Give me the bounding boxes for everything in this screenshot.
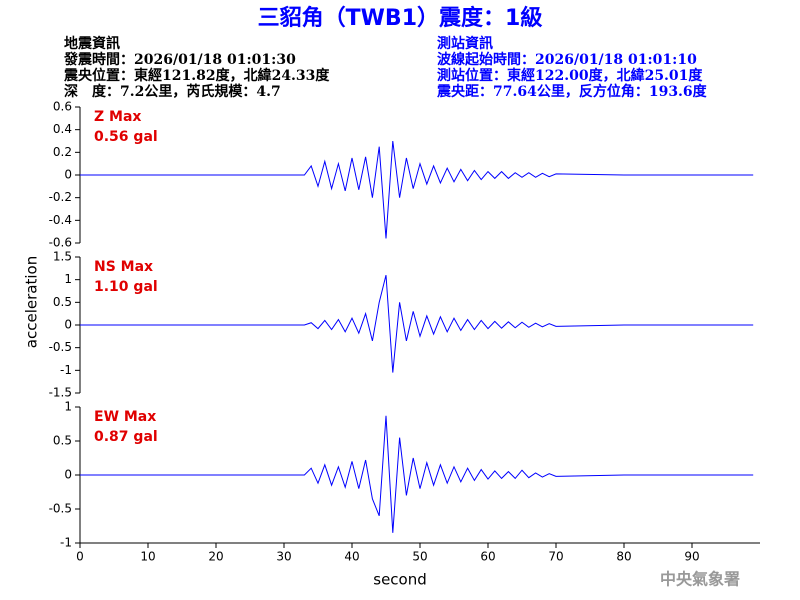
y-tick-label: 1	[64, 272, 72, 286]
y-tick-label: 0.6	[53, 100, 72, 114]
x-tick-label: 40	[344, 550, 359, 564]
station-info: 測站資訊	[437, 35, 493, 52]
y-tick-label: -1	[60, 363, 72, 377]
y-tick-label: -1.5	[49, 386, 72, 400]
y-tick-label: 0	[64, 468, 72, 482]
y-tick-label: 0.2	[53, 145, 72, 159]
station-info: 測站位置：東經122.00度，北緯25.01度	[437, 67, 703, 84]
x-tick-label: 70	[548, 550, 563, 564]
y-tick-label: -0.2	[49, 190, 72, 204]
annotation: 0.56 gal	[94, 129, 158, 145]
y-tick-label: -1	[60, 536, 72, 550]
annotation: Z Max	[94, 109, 141, 125]
x-tick-label: 30	[276, 550, 291, 564]
y-tick-label: -0.4	[49, 213, 72, 227]
event-info: 發震時間：2026/01/18 01:01:30	[63, 51, 296, 68]
waveform	[80, 275, 754, 373]
y-tick-label: 0.4	[53, 122, 72, 136]
event-info: 深 度：7.2公里，芮氏規模：4.7	[64, 83, 281, 100]
station-info: 波線起始時間：2026/01/18 01:01:10	[437, 51, 697, 68]
y-tick-label: 0	[64, 168, 72, 182]
x-tick-label: 0	[76, 550, 84, 564]
annotation: 0.87 gal	[94, 429, 158, 445]
annotation: EW Max	[94, 409, 156, 425]
x-tick-label: 90	[684, 550, 699, 564]
event-info: 震央位置：東經121.82度，北緯24.33度	[63, 67, 330, 84]
annotation: 1.10 gal	[94, 279, 158, 295]
x-tick-label: 50	[412, 550, 427, 564]
y-tick-label: 1.5	[53, 250, 72, 264]
y-tick-label: -0.6	[49, 236, 72, 250]
x-tick-label: 10	[140, 550, 155, 564]
y-tick-label: 0.5	[53, 295, 72, 309]
y-tick-label: 0	[64, 318, 72, 332]
y-tick-label: -0.5	[49, 502, 72, 516]
waveform	[80, 415, 754, 533]
y-tick-label: -0.5	[49, 340, 72, 354]
title: 三貂角（TWB1）震度：1級	[258, 5, 543, 31]
y-axis-label: acceleration	[23, 256, 41, 348]
y-tick-label: 1	[64, 400, 72, 414]
y-tick-label: 0.5	[53, 434, 72, 448]
x-tick-label: 20	[208, 550, 223, 564]
station-info: 震央距：77.64公里，反方位角：193.6度	[436, 83, 708, 100]
footer: 中央氣象署	[660, 570, 740, 589]
event-info: 地震資訊	[64, 35, 120, 52]
x-tick-label: 80	[616, 550, 631, 564]
annotation: NS Max	[94, 259, 153, 275]
waveform	[80, 140, 754, 239]
x-axis-label: second	[373, 571, 427, 589]
x-tick-label: 60	[480, 550, 495, 564]
